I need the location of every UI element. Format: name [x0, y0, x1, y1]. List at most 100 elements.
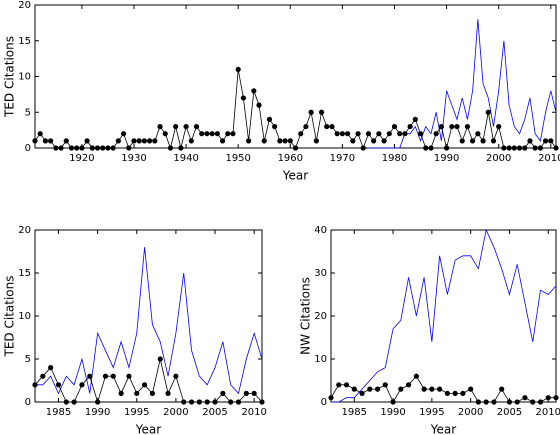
data-point: [308, 109, 314, 115]
data-point: [371, 138, 377, 144]
data-point: [87, 373, 93, 379]
data-point: [483, 399, 489, 405]
data-point: [374, 386, 381, 392]
x-tick-label: 2010: [536, 407, 560, 418]
data-point: [475, 399, 482, 405]
y-tick-label: 10: [18, 72, 31, 83]
data-point: [511, 145, 517, 151]
data-point: [181, 399, 187, 405]
data-point: [429, 386, 435, 392]
data-point: [350, 138, 356, 144]
data-point: [94, 145, 101, 151]
data-point: [228, 399, 234, 405]
x-tick-label: 1960: [278, 153, 303, 164]
data-point: [149, 390, 156, 396]
data-point: [360, 145, 366, 151]
data-point: [553, 145, 559, 151]
data-point: [110, 373, 116, 379]
data-point: [105, 145, 111, 151]
data-point: [490, 138, 497, 144]
data-point: [339, 131, 345, 137]
data-point: [235, 66, 241, 72]
data-point: [499, 386, 505, 392]
data-point: [173, 123, 179, 130]
data-point: [157, 123, 163, 130]
data-point: [454, 123, 460, 130]
data-point: [506, 399, 513, 405]
data-point: [71, 399, 77, 405]
data-point: [398, 386, 404, 392]
data-point: [136, 138, 142, 144]
data-point: [532, 145, 538, 151]
data-point: [329, 123, 335, 130]
data-point: [53, 145, 59, 151]
data-point: [542, 138, 549, 144]
data-point: [553, 395, 559, 401]
data-point: [199, 131, 205, 137]
data-point: [345, 131, 351, 137]
data-point: [40, 373, 46, 379]
data-point: [55, 382, 62, 388]
series-line: [330, 375, 556, 403]
data-point: [74, 145, 80, 151]
data-point: [459, 138, 465, 144]
x-tick-label: 2000: [486, 153, 511, 164]
data-point: [266, 116, 273, 122]
x-tick-label: 2010: [241, 407, 266, 418]
data-point: [423, 145, 429, 151]
data-point: [246, 138, 252, 144]
x-tick-label: 2000: [163, 407, 188, 418]
x-tick-label: 1920: [69, 153, 94, 164]
data-point: [382, 382, 388, 388]
data-point: [421, 386, 427, 392]
data-point: [277, 138, 283, 144]
data-point: [204, 131, 210, 137]
data-point: [303, 123, 309, 130]
data-point: [196, 399, 202, 405]
y-tick-label: 5: [25, 107, 31, 118]
data-point: [188, 138, 194, 144]
y-tick-label: 20: [18, 225, 31, 236]
y-tick-label: 0: [25, 143, 31, 154]
y-tick-label: 30: [314, 268, 327, 279]
x-tick-label: 1995: [419, 407, 444, 418]
data-point: [131, 138, 137, 144]
data-point: [141, 138, 148, 144]
data-point: [183, 123, 189, 130]
data-point: [219, 138, 226, 144]
data-point: [89, 145, 95, 151]
data-point: [272, 123, 278, 130]
x-tick-label: 1990: [85, 407, 110, 418]
x-tick-label: 1930: [121, 153, 146, 164]
data-point: [235, 399, 242, 405]
data-point: [84, 138, 90, 144]
y-tick-label: 10: [314, 354, 327, 365]
data-point: [243, 390, 249, 396]
series-line: [331, 228, 557, 403]
data-point: [381, 138, 387, 144]
x-tick-label: 1990: [380, 407, 405, 418]
data-point: [32, 382, 38, 388]
data-point: [391, 123, 398, 130]
data-point: [120, 131, 127, 137]
x-tick-label: 1950: [225, 153, 250, 164]
data-point: [318, 109, 325, 115]
data-point: [433, 131, 439, 137]
data-point: [134, 390, 140, 396]
data-point: [501, 145, 507, 151]
data-point: [343, 382, 350, 388]
x-tick-label: 2000: [458, 407, 483, 418]
data-point: [324, 123, 330, 130]
data-point: [468, 386, 474, 392]
x-axis-label: Year: [430, 423, 456, 435]
y-tick-label: 0: [321, 397, 327, 408]
data-point: [287, 138, 293, 144]
data-point: [110, 145, 116, 151]
data-point: [376, 131, 382, 137]
x-tick-label: 1940: [173, 153, 198, 164]
y-axis-label: TED Citations: [3, 276, 17, 358]
data-point: [537, 399, 544, 405]
data-point: [365, 131, 372, 137]
x-tick-label: 2005: [202, 407, 227, 418]
